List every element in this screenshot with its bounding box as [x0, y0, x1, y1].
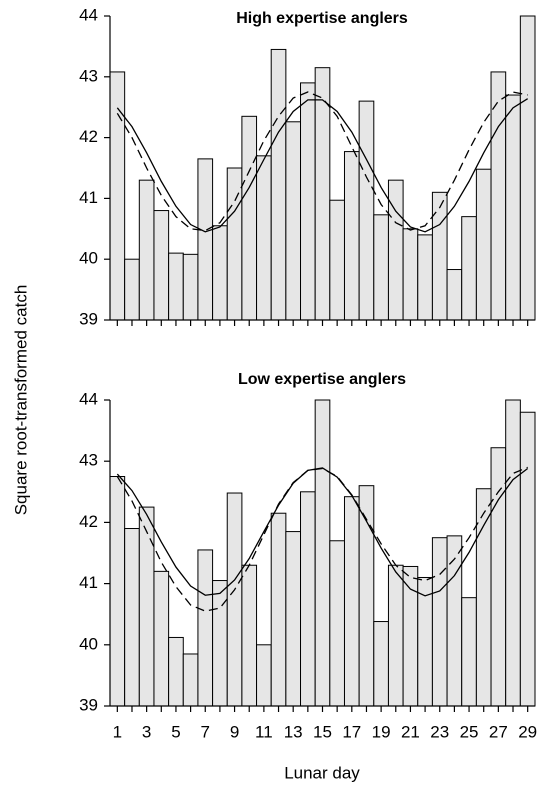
y-tick-label: 44 [79, 389, 98, 408]
bar [241, 115, 258, 321]
bar [226, 492, 243, 707]
x-tick-label: 25 [460, 722, 479, 741]
bar [270, 512, 287, 707]
y-tick-label: 40 [79, 634, 98, 653]
y-tick-label: 40 [79, 249, 98, 268]
x-tick-label: 15 [313, 722, 332, 741]
bar [461, 216, 477, 321]
x-tick-label: 5 [171, 722, 180, 741]
bar [314, 67, 331, 321]
bar [300, 491, 316, 707]
bar [446, 269, 463, 321]
x-tick-label: 9 [230, 722, 239, 741]
bar [226, 167, 243, 321]
bar [168, 636, 184, 707]
bar [270, 48, 287, 321]
bar [109, 476, 126, 707]
x-axis-label: Lunar day [284, 763, 360, 782]
bar [402, 228, 419, 321]
bar [358, 100, 375, 321]
bar [431, 191, 448, 321]
bar [505, 399, 521, 707]
bar [212, 225, 228, 321]
dashed-fit-line [116, 466, 528, 612]
bar [373, 214, 389, 321]
y-tick-label: 42 [79, 127, 98, 146]
bar [387, 564, 404, 707]
x-tick-label: 19 [372, 722, 391, 741]
y-tick-label: 44 [79, 5, 98, 24]
bar [373, 621, 389, 707]
bar [182, 653, 199, 707]
bar [505, 94, 521, 321]
x-tick-label: 11 [255, 722, 273, 741]
bar [314, 399, 331, 707]
y-axis-label: Square root-transformed catch [11, 285, 30, 516]
bar [329, 199, 345, 321]
x-tick-label: 1 [113, 722, 122, 741]
y-tick-label: 43 [79, 451, 98, 470]
x-tick-label: 13 [284, 722, 303, 741]
bar [168, 252, 184, 321]
bar [124, 258, 140, 321]
bar [402, 565, 419, 707]
dashed-fit-line [116, 91, 528, 232]
bar [285, 121, 302, 321]
bar [241, 564, 258, 707]
fit-line [116, 98, 529, 233]
bar [417, 234, 433, 321]
bar [256, 155, 272, 321]
bar [197, 158, 214, 321]
bar [446, 535, 463, 707]
y-tick-label: 41 [79, 573, 98, 592]
bar [182, 253, 199, 321]
bar [431, 537, 448, 707]
x-tick-label: 23 [430, 722, 449, 741]
bar [138, 506, 155, 707]
bar [153, 210, 170, 321]
bar [256, 644, 272, 707]
y-tick-label: 43 [79, 66, 98, 85]
bar [475, 488, 492, 707]
bar [153, 570, 170, 707]
bar [475, 168, 492, 321]
bar [124, 528, 140, 707]
bar [387, 179, 404, 321]
x-tick-label: 3 [142, 722, 151, 741]
bar [197, 549, 214, 707]
bar [109, 71, 126, 321]
chart-title: High expertise anglers [236, 10, 408, 27]
x-tick-label: 27 [489, 722, 508, 741]
x-tick-label: 17 [342, 722, 361, 741]
y-tick-label: 42 [79, 512, 98, 531]
bar [285, 531, 302, 707]
bar [519, 15, 536, 321]
bar [519, 411, 536, 707]
bar [417, 576, 433, 707]
bar [490, 447, 507, 707]
x-tick-label: 7 [201, 722, 210, 741]
chart-title: Low expertise anglers [238, 371, 406, 388]
bar [461, 597, 477, 707]
bar [329, 540, 345, 707]
bar [300, 82, 316, 321]
y-tick-label: 41 [79, 188, 98, 207]
x-tick-label: 29 [518, 722, 537, 741]
y-tick-label: 39 [79, 695, 98, 714]
bar [212, 580, 228, 707]
y-tick-label: 39 [79, 309, 98, 328]
bar [343, 496, 360, 707]
bar [343, 151, 360, 321]
bar [138, 179, 155, 321]
x-tick-label: 21 [401, 722, 420, 741]
